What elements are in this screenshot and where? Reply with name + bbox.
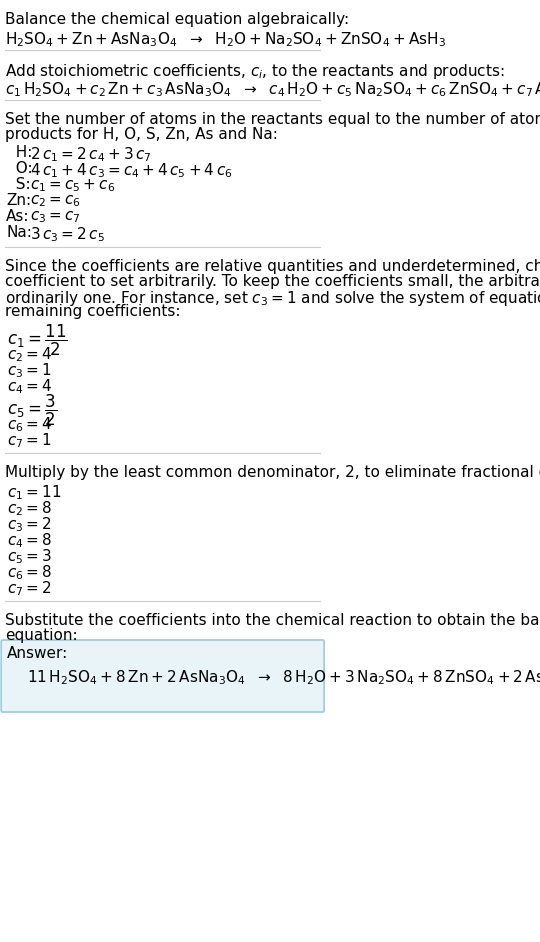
- FancyBboxPatch shape: [1, 640, 324, 712]
- Text: Multiply by the least common denominator, 2, to eliminate fractional coefficient: Multiply by the least common denominator…: [5, 465, 540, 480]
- Text: $2\,c_1 = 2\,c_4 + 3\,c_7$: $2\,c_1 = 2\,c_4 + 3\,c_7$: [30, 145, 152, 164]
- Text: $c_6 = 8$: $c_6 = 8$: [7, 563, 52, 582]
- Text: ordinarily one. For instance, set $c_3 = 1$ and solve the system of equations fo: ordinarily one. For instance, set $c_3 =…: [5, 289, 540, 308]
- Text: $c_6 = 4$: $c_6 = 4$: [7, 415, 52, 433]
- Text: $c_5 = \dfrac{3}{2}$: $c_5 = \dfrac{3}{2}$: [7, 393, 57, 429]
- Text: $c_2 = 4$: $c_2 = 4$: [7, 345, 52, 364]
- Text: S:: S:: [6, 177, 31, 192]
- Text: $c_1\,\mathregular{H_2SO_4} + c_2\,\mathregular{Zn} + c_3\,\mathregular{AsNa_3O_: $c_1\,\mathregular{H_2SO_4} + c_2\,\math…: [5, 80, 540, 99]
- Text: $c_1 = 11$: $c_1 = 11$: [7, 483, 62, 502]
- Text: $4\,c_1 + 4\,c_3 = c_4 + 4\,c_5 + 4\,c_6$: $4\,c_1 + 4\,c_3 = c_4 + 4\,c_5 + 4\,c_6…: [30, 161, 233, 180]
- Text: Na:: Na:: [6, 225, 32, 240]
- Text: Answer:: Answer:: [7, 646, 69, 661]
- Text: products for H, O, S, Zn, As and Na:: products for H, O, S, Zn, As and Na:: [5, 127, 278, 142]
- Text: equation:: equation:: [5, 628, 77, 643]
- Text: H:: H:: [6, 145, 32, 160]
- Text: $c_3 = 2$: $c_3 = 2$: [7, 515, 52, 534]
- Text: $c_4 = 8$: $c_4 = 8$: [7, 531, 52, 550]
- Text: $c_2 = 8$: $c_2 = 8$: [7, 499, 52, 518]
- Text: $c_4 = 4$: $c_4 = 4$: [7, 377, 52, 396]
- Text: $c_7 = 1$: $c_7 = 1$: [7, 431, 52, 449]
- Text: $3\,c_3 = 2\,c_5$: $3\,c_3 = 2\,c_5$: [30, 225, 105, 244]
- Text: As:: As:: [6, 209, 30, 224]
- Text: $c_2 = c_6$: $c_2 = c_6$: [30, 193, 81, 209]
- Text: coefficient to set arbitrarily. To keep the coefficients small, the arbitrary va: coefficient to set arbitrarily. To keep …: [5, 274, 540, 289]
- Text: $c_1 = \dfrac{11}{2}$: $c_1 = \dfrac{11}{2}$: [7, 323, 68, 358]
- Text: remaining coefficients:: remaining coefficients:: [5, 304, 180, 319]
- Text: Substitute the coefficients into the chemical reaction to obtain the balanced: Substitute the coefficients into the che…: [5, 613, 540, 628]
- Text: Zn:: Zn:: [6, 193, 31, 208]
- Text: Set the number of atoms in the reactants equal to the number of atoms in the: Set the number of atoms in the reactants…: [5, 112, 540, 127]
- Text: $c_3 = c_7$: $c_3 = c_7$: [30, 209, 80, 225]
- Text: $c_3 = 1$: $c_3 = 1$: [7, 361, 52, 380]
- Text: Since the coefficients are relative quantities and underdetermined, choose a: Since the coefficients are relative quan…: [5, 259, 540, 274]
- Text: O:: O:: [6, 161, 32, 176]
- Text: Balance the chemical equation algebraically:: Balance the chemical equation algebraica…: [5, 12, 349, 27]
- Text: Add stoichiometric coefficients, $c_i$, to the reactants and products:: Add stoichiometric coefficients, $c_i$, …: [5, 62, 504, 81]
- Text: $c_1 = c_5 + c_6$: $c_1 = c_5 + c_6$: [30, 177, 116, 194]
- Text: $c_5 = 3$: $c_5 = 3$: [7, 547, 52, 566]
- Text: $c_7 = 2$: $c_7 = 2$: [7, 579, 52, 598]
- Text: $\mathregular{H_2SO_4 + Zn + AsNa_3O_4}$  $\rightarrow$  $\mathregular{H_2O + Na: $\mathregular{H_2SO_4 + Zn + AsNa_3O_4}$…: [5, 30, 446, 49]
- Text: $11\,\mathregular{H_2SO_4} + 8\,\mathregular{Zn} + 2\,\mathregular{AsNa_3O_4}$  : $11\,\mathregular{H_2SO_4} + 8\,\mathreg…: [26, 668, 540, 687]
